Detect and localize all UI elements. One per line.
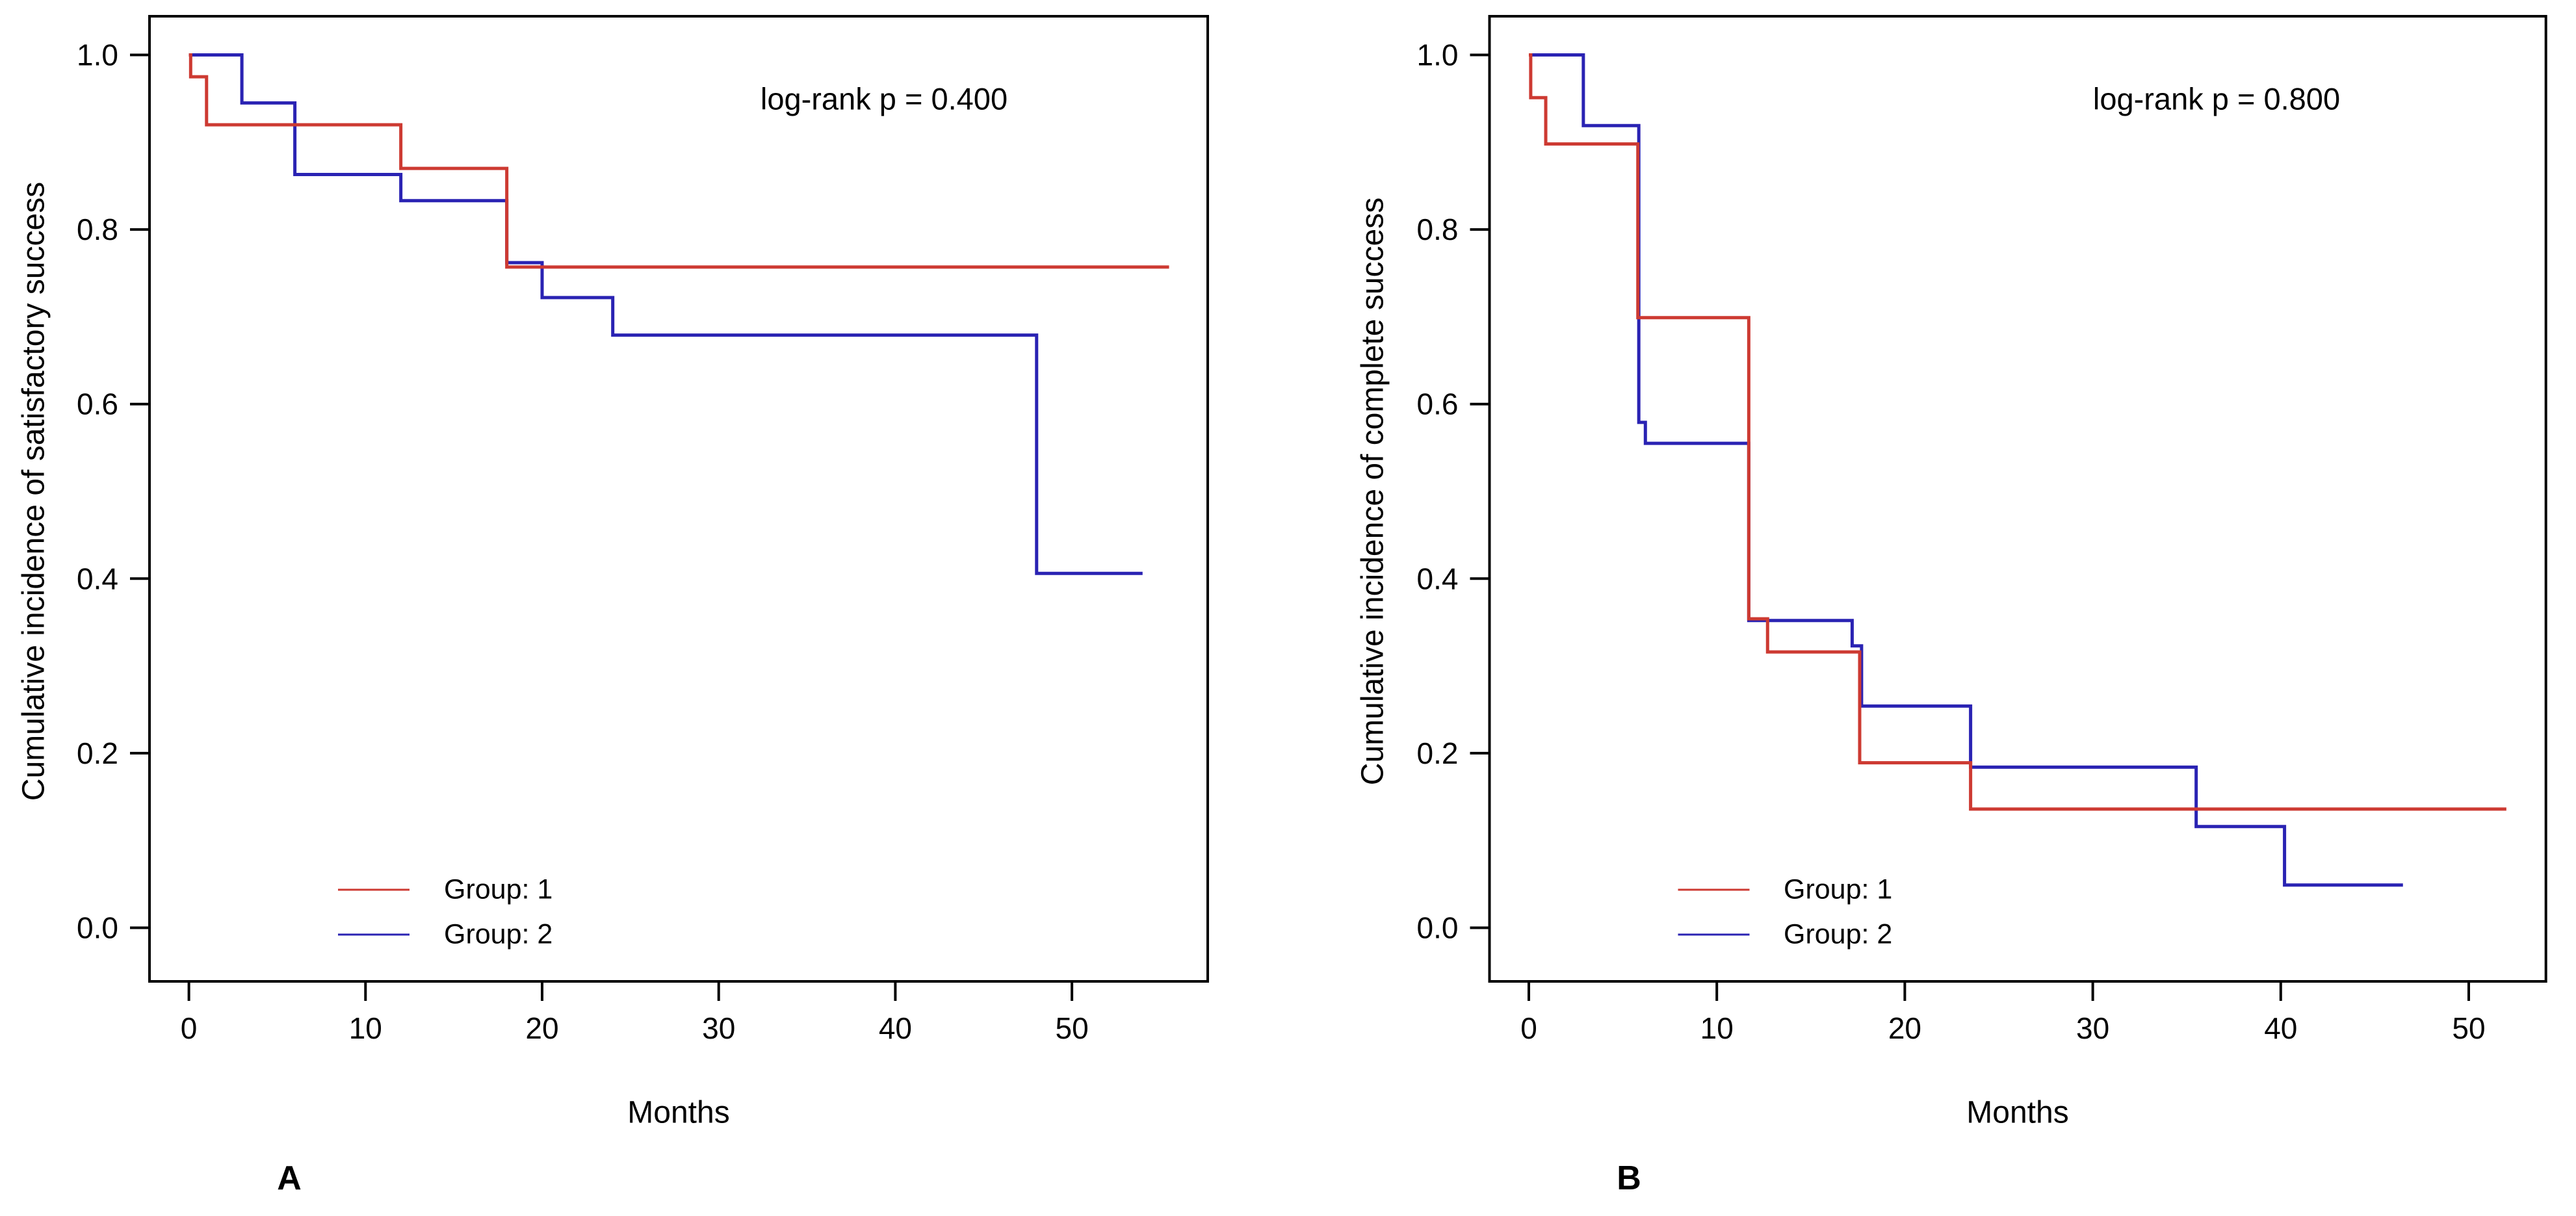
panel-b-legend-label-group2: Group: 2 (1784, 918, 1893, 950)
x-tick-label: 30 (702, 1011, 735, 1045)
panel-a-legend-label-group2: Group: 2 (444, 918, 553, 950)
curve-group-2 (1529, 53, 2403, 887)
y-tick-label: 0.0 (77, 911, 118, 945)
panel-b-legend-label-group1: Group: 1 (1784, 873, 1893, 905)
curve-group-2 (189, 53, 1143, 575)
x-tick-label: 40 (2264, 1011, 2297, 1045)
x-tick-label: 20 (525, 1011, 558, 1045)
panel-a-x-axis-title: Months (627, 1095, 730, 1130)
panel-a-legend-label-group1: Group: 1 (444, 873, 553, 905)
x-tick-label: 0 (181, 1011, 198, 1045)
y-tick-label: 0.2 (1417, 736, 1459, 770)
y-tick-label: 1.0 (77, 38, 118, 72)
y-tick-label: 0.8 (1417, 213, 1459, 246)
x-tick-label: 50 (2452, 1011, 2485, 1045)
x-tick-label: 20 (1888, 1011, 1921, 1045)
panel-a-letter: A (277, 1159, 302, 1197)
panel-b-logrank-annotation: log-rank p = 0.800 (2092, 81, 2341, 116)
y-tick-label: 0.4 (1417, 562, 1459, 595)
x-tick-label: 0 (1520, 1011, 1537, 1045)
plot-box (148, 15, 1209, 983)
curve-group-1 (1529, 53, 2506, 811)
curve-group-1 (189, 53, 1169, 269)
y-tick-label: 0.4 (77, 562, 118, 595)
panel-a-plot: 1.0 0.8 0.6 0.4 0.2 0.0 0 10 20 30 40 50 (77, 15, 1209, 1045)
panel-b-letter: B (1617, 1159, 1641, 1197)
x-tick-label: 50 (1056, 1011, 1089, 1045)
x-tick-label: 10 (349, 1011, 382, 1045)
y-tick-label: 1.0 (1417, 38, 1459, 72)
y-tick-label: 0.0 (1417, 911, 1459, 945)
x-tick-label: 40 (879, 1011, 912, 1045)
panel-a-y-axis-title: Cumulative incidence of satisfactory suc… (16, 181, 51, 801)
plot-box (1488, 15, 2547, 983)
x-tick-label: 30 (2076, 1011, 2109, 1045)
panel-b-y-axis-title: Cumulative incidence of complete success (1355, 197, 1390, 786)
panel-b-x-axis-title: Months (1966, 1095, 2069, 1130)
panel-a-logrank-annotation: log-rank p = 0.400 (760, 81, 1008, 116)
y-tick-label: 0.6 (1417, 387, 1459, 421)
panel-b-plot: 1.0 0.8 0.6 0.4 0.2 0.0 0 10 20 30 40 50 (1417, 15, 2547, 1045)
y-tick-label: 0.8 (77, 213, 118, 246)
y-tick-label: 0.2 (77, 736, 118, 770)
y-tick-label: 0.6 (77, 387, 118, 421)
x-tick-label: 10 (1700, 1011, 1734, 1045)
